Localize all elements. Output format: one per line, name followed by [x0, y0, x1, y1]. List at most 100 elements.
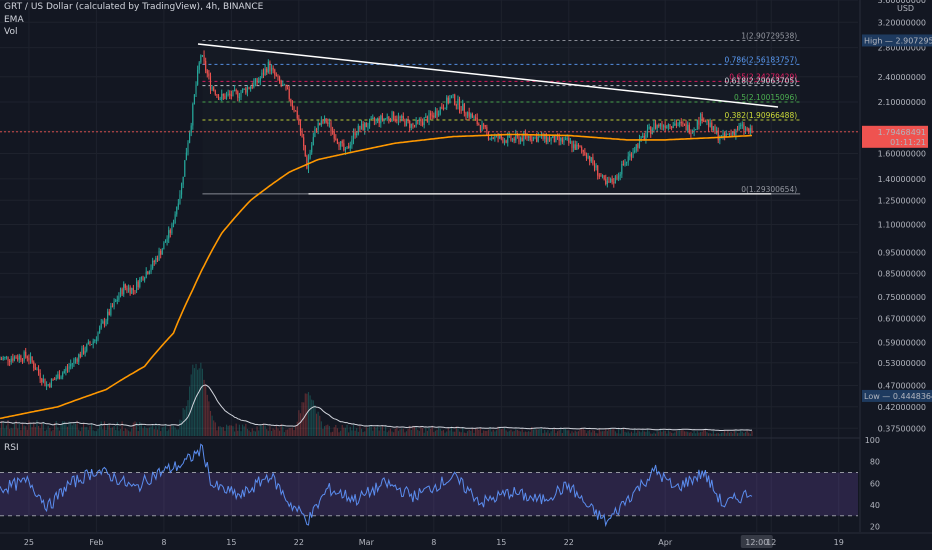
- candle-body: [385, 118, 387, 120]
- volume-bar: [2, 422, 4, 436]
- volume-bar: [330, 432, 332, 436]
- volume-bar: [373, 426, 375, 436]
- candle-body: [486, 127, 488, 132]
- candle-body: [460, 109, 462, 111]
- candle-body: [545, 133, 547, 142]
- candle-body: [301, 131, 303, 138]
- candle-body: [741, 124, 743, 126]
- candle-body: [111, 305, 114, 307]
- candle-body: [150, 268, 152, 272]
- volume-bar: [144, 426, 146, 436]
- candle-body: [206, 70, 208, 74]
- volume-bar: [683, 431, 686, 436]
- candle-body: [394, 119, 396, 121]
- candle-body: [97, 332, 99, 340]
- volume-bar: [711, 433, 713, 436]
- volume-bar: [267, 430, 269, 436]
- volume-bar: [78, 429, 80, 436]
- volume-bar: [536, 429, 538, 436]
- volume-bar: [513, 431, 515, 436]
- candle-body: [156, 257, 159, 261]
- candle-body: [340, 141, 342, 147]
- rsi-indicator-label[interactable]: RSI: [4, 443, 19, 453]
- volume-bar: [653, 432, 655, 436]
- volume-bar: [86, 426, 88, 436]
- candle-body: [674, 123, 676, 126]
- fibonacci-retracement[interactable]: 1(2.90729538) 0.786(2.56183757) 0.65(2.342…: [202, 31, 801, 195]
- volume-bar: [253, 430, 255, 436]
- price-tick-label: 0.75000000: [878, 293, 926, 302]
- volume-bar: [171, 423, 173, 436]
- volume-bar: [179, 419, 181, 436]
- candle-body: [415, 119, 417, 126]
- volume-bar: [177, 429, 179, 436]
- candle-body: [160, 250, 162, 255]
- candle-body: [465, 112, 467, 116]
- volume-bar: [269, 425, 271, 436]
- candle-body: [28, 357, 30, 361]
- candle-body: [26, 356, 28, 358]
- volume-bar: [301, 402, 303, 436]
- volume-bar: [68, 421, 70, 436]
- candle-body: [169, 230, 171, 234]
- volume-indicator-label[interactable]: Vol: [4, 27, 18, 37]
- candle-body: [732, 131, 734, 134]
- candle-body: [381, 115, 383, 120]
- price-tick-label: 3.20000000: [878, 18, 926, 27]
- candle-body: [23, 351, 25, 361]
- candle-body: [446, 97, 448, 109]
- volume-bar: [682, 429, 684, 436]
- volume-bar: [129, 431, 131, 436]
- candle-body: [303, 137, 305, 147]
- volume-bar: [621, 428, 623, 436]
- candle-body: [74, 359, 77, 361]
- volume-bar: [164, 423, 167, 436]
- volume-bar: [643, 431, 645, 436]
- candle-body: [699, 114, 702, 125]
- volume-bar: [264, 425, 266, 436]
- candle-body: [304, 146, 306, 157]
- volume-bar: [110, 428, 112, 436]
- volume-bar: [211, 415, 213, 436]
- candle-body: [489, 138, 491, 140]
- volume-bar: [529, 431, 531, 436]
- volume-bar: [426, 430, 428, 436]
- volume-bar: [386, 432, 388, 436]
- candle-body: [134, 290, 136, 292]
- candle-body: [733, 131, 735, 136]
- candle-body: [658, 125, 660, 127]
- candle-body: [36, 369, 38, 371]
- price-axis[interactable]: 3.60000000 3.20000000 2.80000000 2.40000000…: [861, 0, 932, 550]
- candle-body: [638, 139, 641, 148]
- high-badge-bg: [862, 34, 932, 47]
- volume-bar: [622, 428, 624, 436]
- volume-bar: [163, 426, 165, 436]
- candle-body: [542, 134, 544, 139]
- candle-body: [746, 128, 748, 130]
- candle-body: [592, 157, 594, 164]
- candle-body: [426, 116, 428, 123]
- volume-bar: [703, 429, 705, 436]
- descending-trendline[interactable]: [197, 43, 779, 108]
- volume-bar: [346, 424, 348, 436]
- volume-bar: [65, 423, 67, 436]
- candle-body: [568, 138, 570, 143]
- price-tick-label: 0.37500000: [878, 424, 926, 433]
- candle-body: [47, 384, 49, 386]
- candle-body: [267, 61, 269, 73]
- volume-bar: [532, 429, 535, 436]
- volume-bar: [367, 428, 369, 436]
- volume-bar: [4, 428, 6, 436]
- volume-bar: [290, 427, 292, 436]
- volume-bar: [238, 424, 240, 436]
- ema-indicator-label[interactable]: EMA: [4, 15, 24, 25]
- volume-bar: [12, 428, 14, 436]
- volume-bar: [593, 430, 596, 436]
- candle-body: [42, 378, 44, 383]
- volume-bar: [695, 433, 697, 436]
- candle-body: [298, 118, 300, 124]
- volume-bar: [338, 432, 340, 436]
- candle-body: [105, 320, 107, 325]
